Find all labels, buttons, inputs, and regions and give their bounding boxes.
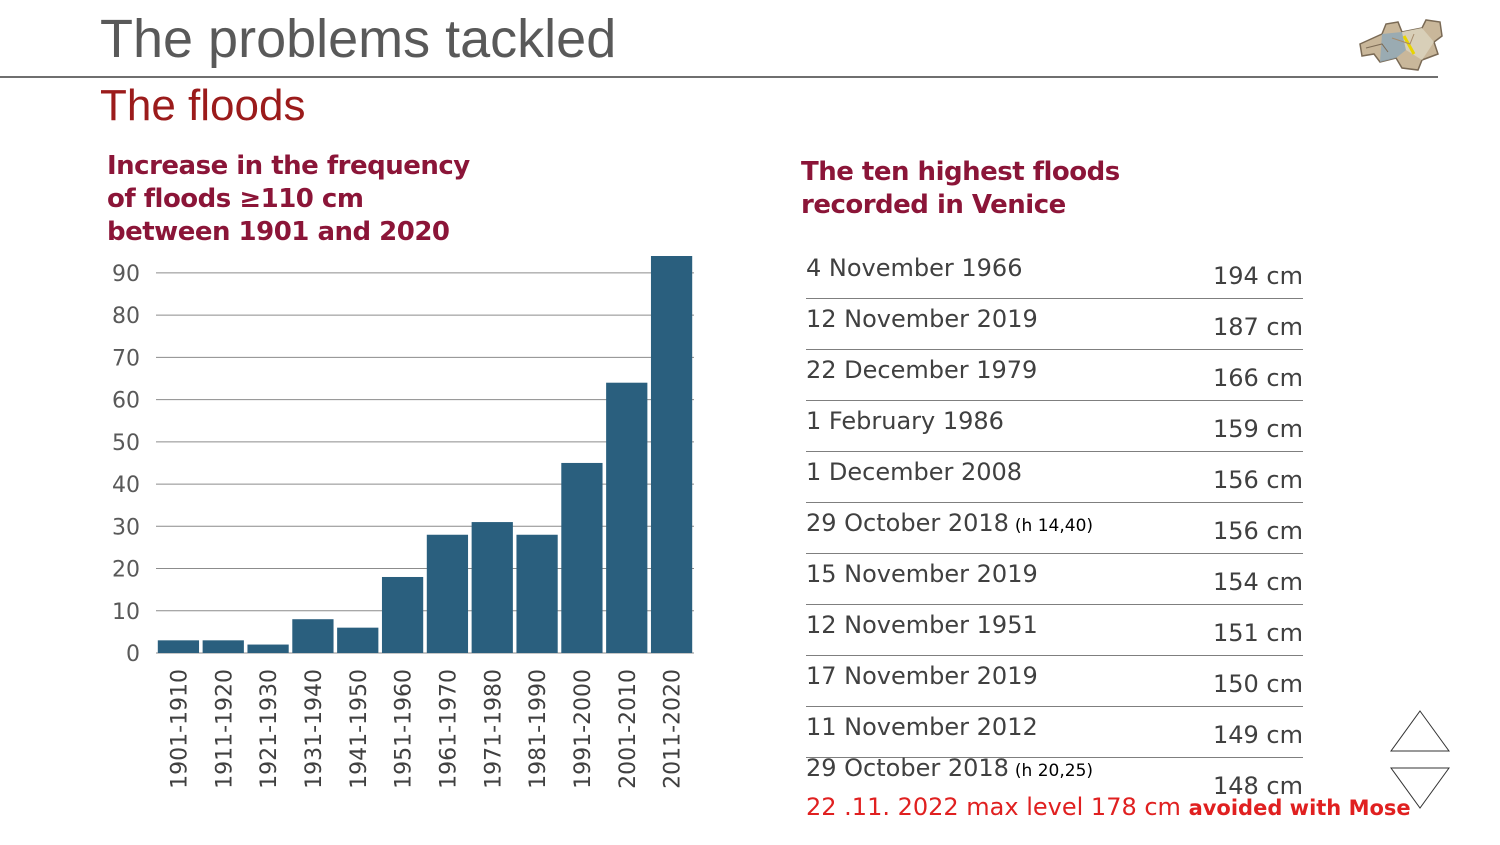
mose-note: 22 .11. 2022 max level 178 cm avoided wi… [806,793,1411,821]
x-tick-label: 1981-1990 [526,669,551,789]
x-tick-label: 1951-1960 [392,669,417,789]
chart-title: Increase in the frequency of floods ≥110… [107,150,470,249]
flood-row: 11 November 2012 149 cm [806,707,1303,758]
title-divider [0,76,1438,78]
table-title-line: The ten highest floods [801,157,1120,187]
chart-title-line: of floods ≥110 cm [107,184,364,214]
bar [202,640,244,653]
bar [516,534,558,653]
x-tick-label: 1961-1970 [436,669,461,789]
x-tick-label: 1901-1910 [167,669,192,789]
flood-level: 156 cm [1212,466,1303,494]
y-tick-label: 30 [112,515,140,540]
flood-row: 17 November 2019 150 cm [806,656,1303,707]
flood-date: 15 November 2019 [806,560,1038,588]
y-tick-label: 60 [112,389,140,414]
flood-level: 151 cm [1212,619,1303,647]
flood-row: 15 November 2019 154 cm [806,554,1303,605]
x-tick-label: 1941-1950 [347,669,372,789]
slide-subtitle: The floods [100,81,306,130]
flood-row: 29 October 2018 (h 20,25) 148 cm [806,754,1303,808]
table-title-line: recorded in Venice [801,190,1066,220]
flood-row: 1 February 1986 159 cm [806,401,1303,452]
flood-level: 194 cm [1212,262,1303,290]
y-tick-label: 70 [112,346,140,371]
bar [247,644,289,653]
highest-floods-list: 4 November 1966 194 cm 12 November 2019 … [806,248,1303,808]
bar [292,619,334,653]
next-slide-button[interactable] [1390,767,1450,809]
x-tick-label: 1931-1940 [302,669,327,789]
arrow-down-icon [1390,767,1450,809]
flood-date: 11 November 2012 [806,713,1038,741]
flood-date: 17 November 2019 [806,662,1038,690]
flood-level: 156 cm [1212,517,1303,545]
y-tick-label: 20 [112,558,140,583]
bar [650,256,693,653]
bar [337,627,379,653]
table-title: The ten highest floods recorded in Venic… [801,156,1120,222]
flood-level: 150 cm [1212,670,1303,698]
flood-date: 29 October 2018 (h 20,25) [806,754,1094,782]
x-tick-label: 1971-1980 [481,669,506,789]
puzzle-logo-icon [1359,19,1443,71]
flood-row: 29 October 2018 (h 14,40) 156 cm [806,503,1303,554]
x-tick-label: 2001-2010 [616,669,641,789]
bar [157,640,200,653]
y-tick-label: 10 [112,600,140,625]
y-tick-label: 40 [112,473,140,498]
flood-level: 148 cm [1212,772,1303,800]
slide-title: The problems tackled [100,9,617,69]
flood-date: 22 December 1979 [806,356,1038,384]
flood-row: 22 December 1979 166 cm [806,350,1303,401]
flood-level: 154 cm [1212,568,1303,596]
flood-row: 12 November 2019 187 cm [806,299,1303,350]
previous-slide-button[interactable] [1390,710,1450,752]
flood-level: 166 cm [1212,364,1303,392]
flood-level: 149 cm [1212,721,1303,749]
flood-row: 4 November 1966 194 cm [806,248,1303,299]
bar [471,522,513,653]
x-tick-label: 2011-2020 [661,669,686,789]
flood-row: 1 December 2008 156 cm [806,452,1303,503]
x-tick-label: 1921-1930 [257,669,282,789]
flood-level: 159 cm [1212,415,1303,443]
flood-date: 12 November 2019 [806,305,1038,333]
flood-date: 12 November 1951 [806,611,1038,639]
flood-date: 1 February 1986 [806,407,1004,435]
bar [426,534,469,653]
x-tick-label: 1991-2000 [571,669,596,789]
bar [606,382,648,653]
flood-row: 12 November 1951 151 cm [806,605,1303,656]
chart-title-line: between 1901 and 2020 [107,217,450,247]
flood-frequency-bar-chart: 0 10 20 30 40 50 60 70 80 90 1901-1910 1911-1920 192… [112,256,694,789]
bar [381,576,424,653]
chart-title-line: Increase in the frequency [107,151,470,181]
y-tick-label: 80 [112,304,140,329]
bar [561,462,603,653]
y-tick-label: 90 [112,262,140,287]
y-tick-label: 0 [126,642,140,667]
flood-date: 29 October 2018 (h 14,40) [806,509,1094,537]
y-tick-label: 50 [112,431,140,456]
flood-level: 187 cm [1212,313,1303,341]
arrow-up-icon [1390,710,1450,752]
flood-date: 4 November 1966 [806,254,1023,282]
x-tick-label: 1911-1920 [212,669,237,789]
flood-date: 1 December 2008 [806,458,1023,486]
